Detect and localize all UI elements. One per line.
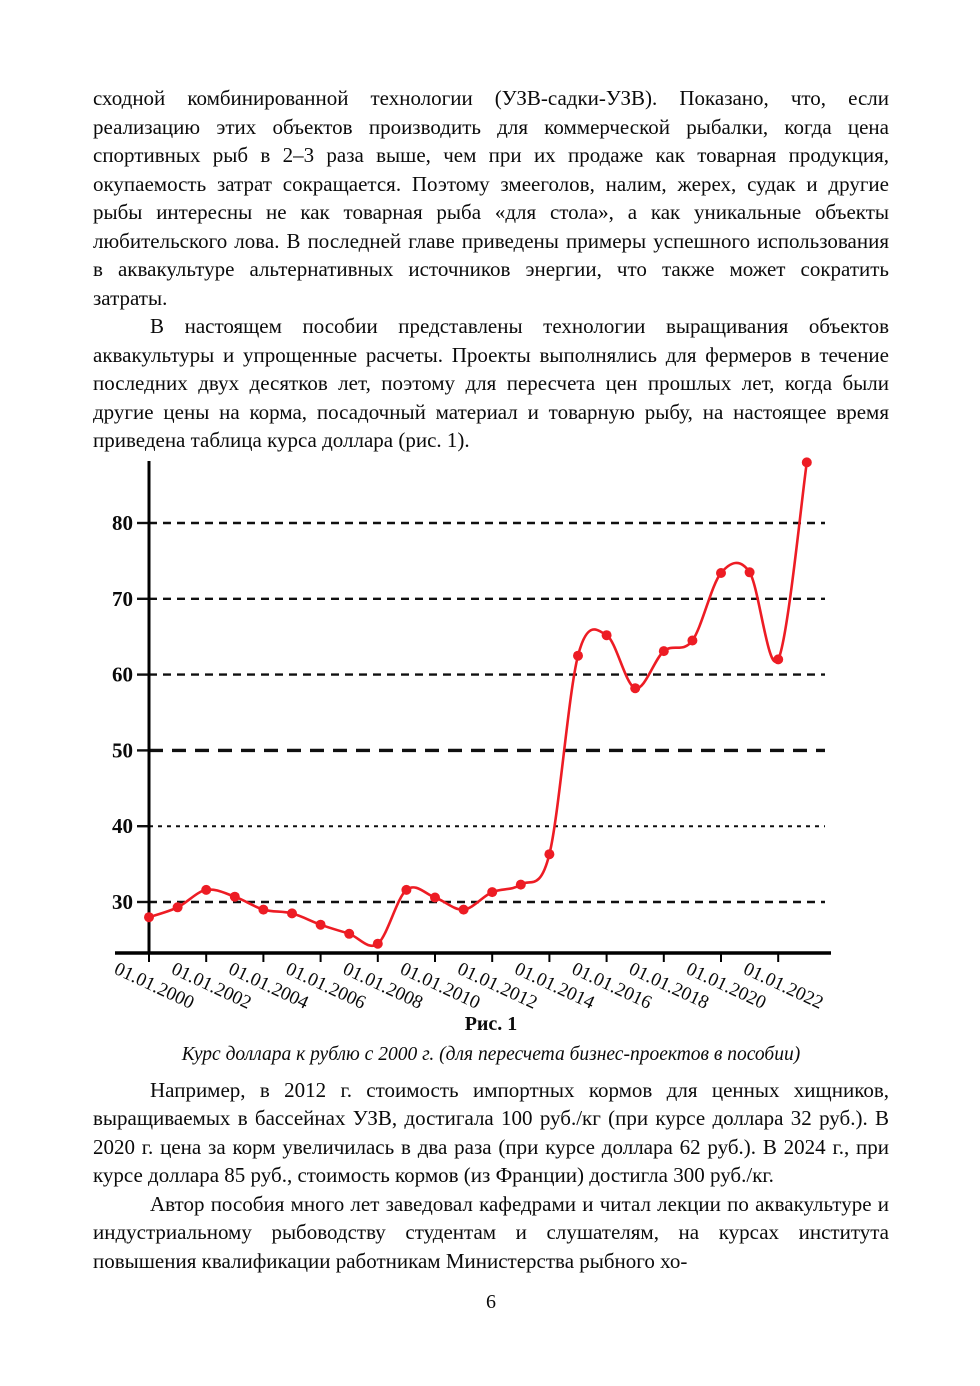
figure-caption-text: Курс доллара к рублю с 2000 г. (для пере… <box>181 1043 801 1065</box>
figure-caption-label: Рис. 1 <box>464 1012 518 1035</box>
page-number: 6 <box>486 1291 496 1313</box>
body-paragraph-4: Автор пособия много лет заведовал кафедр… <box>93 1191 889 1273</box>
usd-rub-rate-line-chart: 30405060708001.01.200001.01.200201.01.20… <box>111 456 831 1013</box>
figure-dollar-rate: 30 40 50 60 70 80 01.01.2000 01.01.2002 01.01.20… <box>93 456 889 1013</box>
svg-text:70: 70 <box>112 586 133 610</box>
svg-text:40: 40 <box>112 814 133 838</box>
body-paragraph-2: В настоящем пособии представлены техноло… <box>93 314 889 452</box>
svg-text:30: 30 <box>112 890 133 914</box>
body-paragraph-1: сходной комбинированной технологии (УЗВ-… <box>93 86 889 310</box>
svg-text:60: 60 <box>112 662 133 686</box>
body-paragraph-3: Например, в 2012 г. стоимость импортных … <box>93 1077 889 1188</box>
svg-text:80: 80 <box>112 511 133 535</box>
svg-text:50: 50 <box>112 738 133 762</box>
